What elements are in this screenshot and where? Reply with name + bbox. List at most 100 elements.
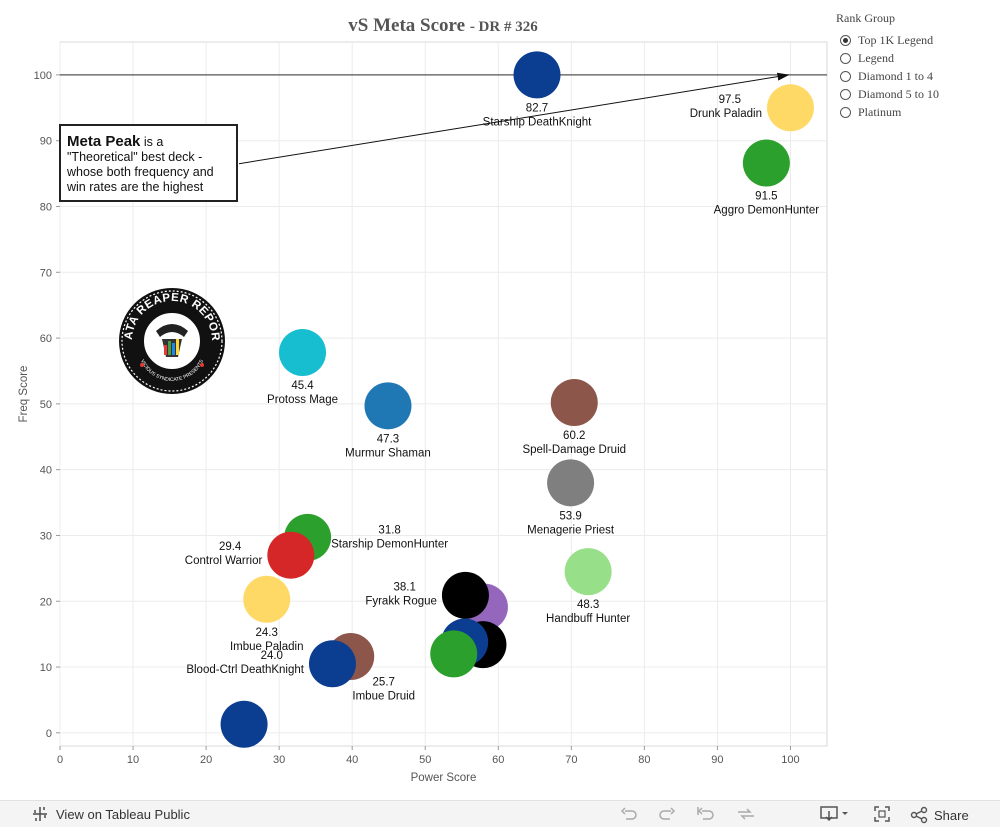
x-tick-label: 40 [346, 754, 358, 766]
rank-option-label: Platinum [858, 104, 902, 119]
y-tick-label: 80 [40, 201, 52, 213]
x-tick-label: 30 [273, 754, 285, 766]
data-point [766, 84, 814, 132]
data-label-score: 48.3 [577, 599, 599, 611]
view-on-tableau-link[interactable]: View on Tableau Public [32, 806, 190, 822]
radio-selected-icon[interactable] [840, 34, 851, 46]
redo-icon[interactable] [658, 805, 676, 823]
annotation-line3: whose both frequency and [67, 165, 214, 179]
x-tick-label: 100 [781, 754, 799, 766]
data-label-deck: Aggro DemonHunter [714, 205, 820, 217]
data-label-deck: Control Warrior [185, 555, 263, 567]
rank-option-label: Legend [858, 50, 894, 65]
x-tick-label: 0 [57, 754, 63, 766]
data-label-score: 97.5 [719, 94, 741, 106]
data-point [564, 548, 612, 596]
radio-icon[interactable] [840, 106, 851, 118]
y-tick-label: 40 [40, 465, 52, 477]
share-button[interactable]: Share [910, 806, 969, 824]
data-label-deck: Fyrakk Rogue [365, 595, 437, 607]
data-label-score: 47.3 [377, 433, 399, 445]
data-label-deck: Spell-Damage Druid [522, 444, 626, 456]
y-tick-label: 50 [40, 399, 52, 411]
data-label-deck: Handbuff Hunter [546, 613, 630, 625]
scatter-plot: 0 10 20 30 40 50 60 70 80 90 100 0 10 20 30 40 50 60 70 80 9… [18, 41, 828, 784]
annotation-line1: is a [143, 135, 164, 149]
meta-peak-annotation: Meta Peak is a "Theoretical" best deck -… [59, 124, 238, 202]
view-on-tableau-label: View on Tableau Public [56, 806, 190, 822]
data-label-deck: Imbue Paladin [230, 641, 304, 653]
y-tick-label: 30 [40, 530, 52, 542]
radio-icon[interactable] [840, 52, 851, 64]
data-label-score: 29.4 [219, 541, 242, 553]
data-label-deck: Menagerie Priest [527, 524, 615, 536]
rank-group-legend: Rank Group Top 1K Legend Legend Diamond … [836, 11, 939, 121]
x-tick-label: 10 [127, 754, 139, 766]
rank-option-legend[interactable]: Legend [836, 49, 939, 67]
x-tick-label: 90 [711, 754, 723, 766]
rank-option-label: Diamond 1 to 4 [858, 68, 933, 83]
data-point [279, 329, 327, 377]
data-label-deck: Starship DemonHunter [331, 538, 448, 550]
revert-icon[interactable] [697, 805, 715, 823]
data-point [430, 630, 478, 678]
download-icon[interactable] [820, 805, 852, 823]
data-point [547, 459, 595, 507]
share-label: Share [934, 807, 969, 823]
x-tick-label: 20 [200, 754, 212, 766]
data-label-deck: Starship DeathKnight [483, 116, 592, 128]
fullscreen-icon[interactable] [873, 805, 891, 823]
data-point [441, 571, 489, 619]
tableau-toolbar: View on Tableau Public Share [0, 800, 1000, 827]
data-label-deck: Drunk Paladin [690, 108, 762, 120]
radio-icon[interactable] [840, 88, 851, 100]
rank-option-diamond-5-10[interactable]: Diamond 5 to 10 [836, 85, 939, 103]
legend-title: Rank Group [836, 11, 895, 25]
tableau-logo-icon [33, 807, 47, 821]
data-label-score: 25.7 [373, 677, 395, 689]
data-point [220, 700, 268, 748]
undo-icon[interactable] [620, 805, 638, 823]
refresh-icon[interactable] [735, 805, 757, 823]
rank-option-label: Top 1K Legend [858, 32, 934, 47]
radio-icon[interactable] [840, 70, 851, 82]
y-axis-title: Freq Score [18, 366, 30, 423]
data-point [364, 382, 412, 430]
data-label-score: 38.1 [394, 581, 416, 593]
annotation-bold: Meta Peak [67, 133, 141, 150]
data-label-score: 31.8 [378, 524, 400, 536]
annotation-line4: win rates are the highest [67, 180, 204, 194]
rank-option-top-1k-legend[interactable]: Top 1K Legend [836, 31, 939, 49]
x-tick-label: 60 [492, 754, 504, 766]
y-tick-label: 10 [40, 662, 52, 674]
annotation-line2: "Theoretical" best deck - [67, 150, 203, 164]
x-tick-label: 50 [419, 754, 431, 766]
y-tick-label: 70 [40, 267, 52, 279]
y-tick-label: 60 [40, 333, 52, 345]
rank-option-label: Diamond 5 to 10 [858, 86, 939, 101]
x-tick-label: 70 [565, 754, 577, 766]
data-reaper-logo: DATA REAPER REPORT VICIOUS SYNDICATE PRE… [118, 287, 225, 394]
data-label-deck: Blood-Ctrl DeathKnight [186, 664, 304, 676]
data-label-score: 91.5 [755, 191, 777, 203]
data-label-deck: Murmur Shaman [345, 447, 431, 459]
data-label-score: 60.2 [563, 430, 585, 442]
x-axis-title: Power Score [411, 772, 477, 784]
data-point [308, 640, 356, 688]
data-point [550, 379, 598, 427]
data-point [243, 575, 291, 623]
data-point [742, 139, 790, 187]
data-label-deck: Protoss Mage [267, 394, 338, 406]
rank-option-platinum[interactable]: Platinum [836, 103, 939, 121]
share-icon [910, 806, 928, 824]
meta-peak-arrow [238, 72, 790, 165]
x-tick-label: 80 [638, 754, 650, 766]
data-label-score: 82.7 [526, 102, 548, 114]
data-point [513, 51, 561, 99]
rank-option-diamond-1-4[interactable]: Diamond 1 to 4 [836, 67, 939, 85]
chart-title: vS Meta Score - DR # 326 [60, 15, 826, 37]
data-label-score: 45.4 [291, 380, 314, 392]
data-label-score: 24.3 [256, 627, 278, 639]
data-label-score: 24.0 [261, 650, 283, 662]
data-point [267, 531, 315, 579]
